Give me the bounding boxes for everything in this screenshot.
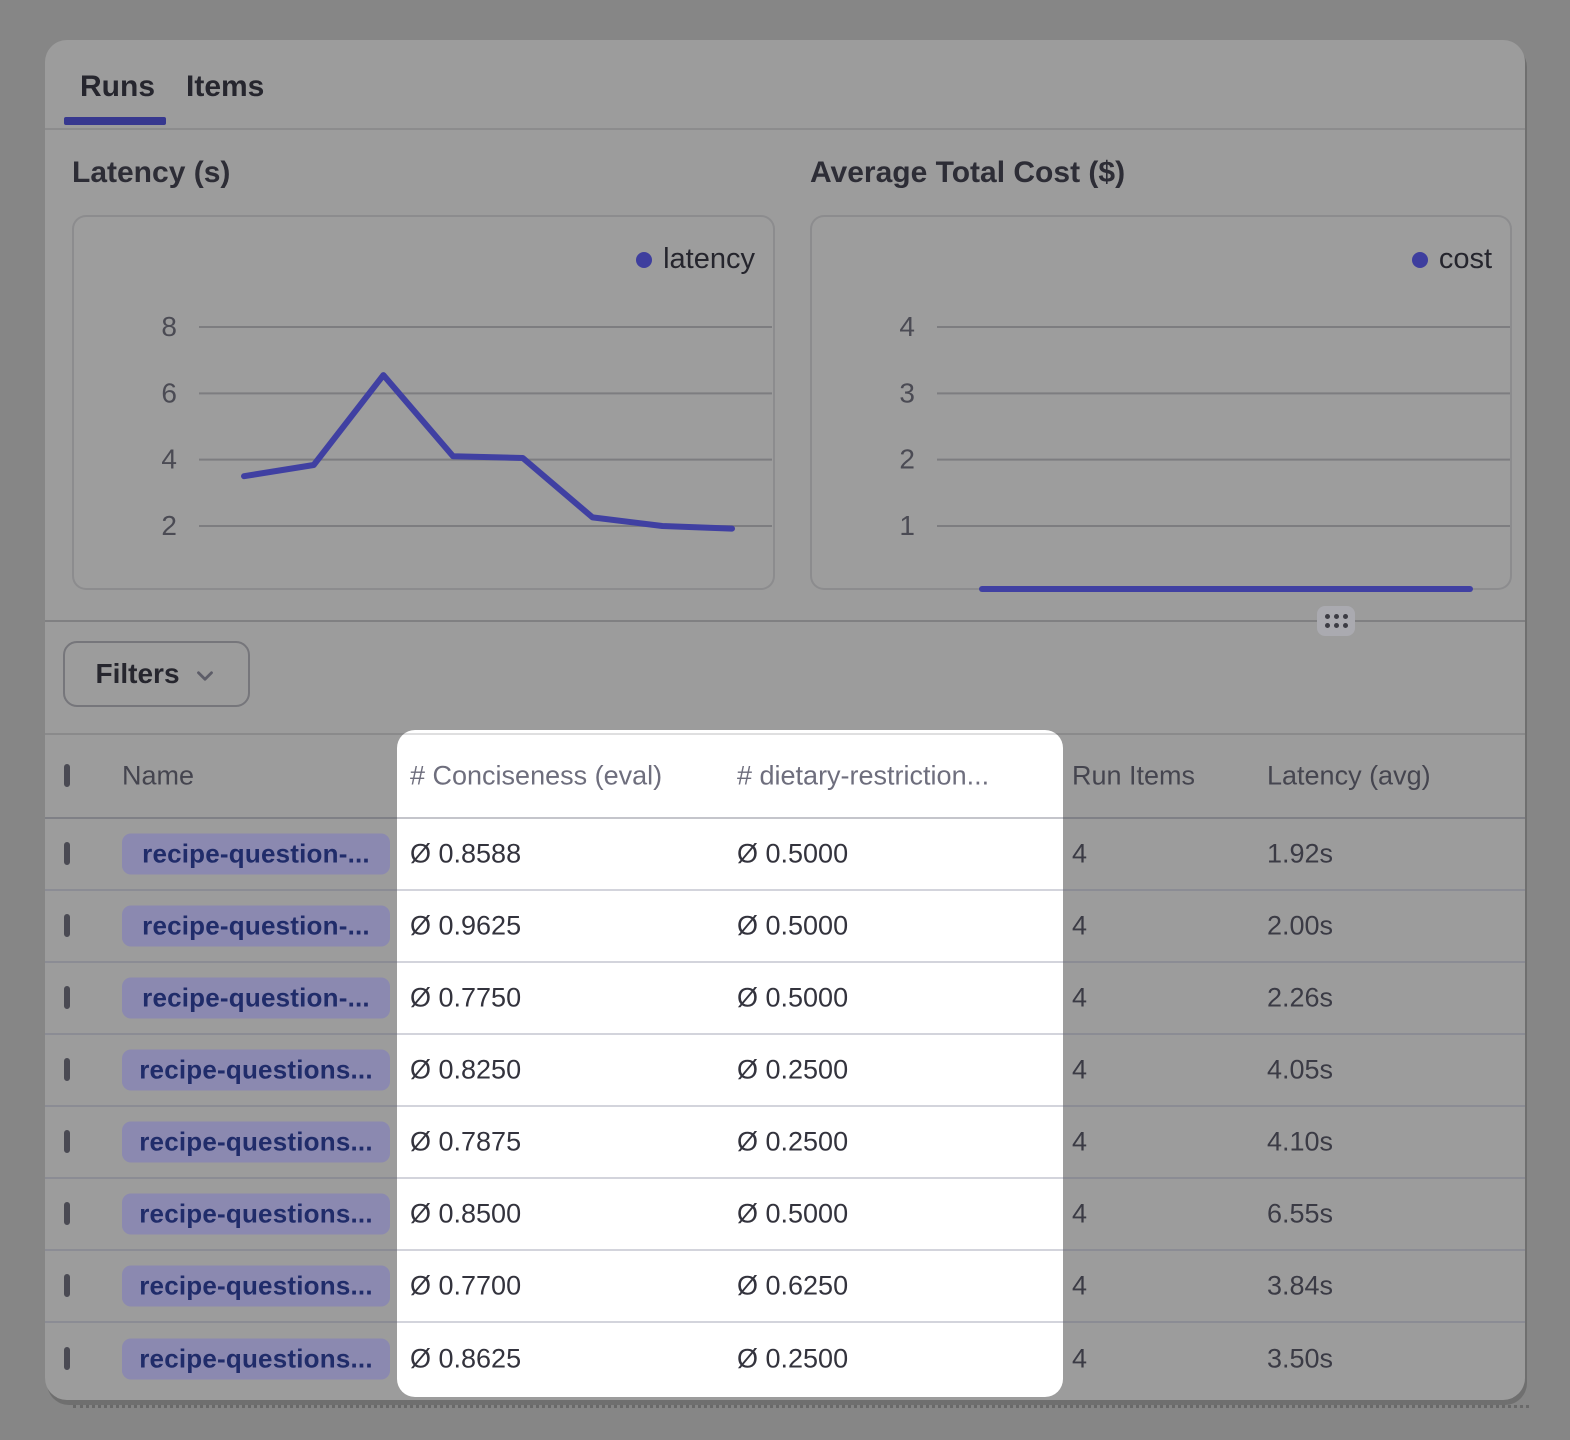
svg-text:4: 4 <box>161 444 177 475</box>
latency-chart: 8 6 4 2 latency <box>72 215 775 590</box>
dietary-restriction-value: Ø 0.5000 <box>737 1199 848 1230</box>
run-name-badge[interactable]: recipe-questions... <box>122 1194 390 1235</box>
table-row: recipe-questions... Ø 0.8625 Ø 0.2500 4 … <box>45 1323 1525 1395</box>
svg-text:1: 1 <box>899 510 915 541</box>
dietary-restriction-value: Ø 0.2500 <box>737 1344 848 1375</box>
run-name-badge[interactable]: recipe-questions... <box>122 1122 390 1163</box>
svg-text:8: 8 <box>161 311 177 342</box>
run-items-value: 4 <box>1072 1055 1087 1086</box>
table-row: recipe-question-... Ø 0.9625 Ø 0.5000 4 … <box>45 891 1525 963</box>
chevron-down-icon <box>192 663 218 689</box>
run-name-badge[interactable]: recipe-question-... <box>122 834 390 875</box>
conciseness-value: Ø 0.7750 <box>410 983 521 1014</box>
run-items-value: 4 <box>1072 1271 1087 1302</box>
screenshot-page: Runs Items Latency (s) Average Total Cos… <box>0 0 1570 1440</box>
table-body: recipe-question-... Ø 0.8588 Ø 0.5000 4 … <box>45 819 1525 1395</box>
run-items-value: 4 <box>1072 1344 1087 1375</box>
widgets-divider <box>45 620 1525 622</box>
latency-avg-value: 2.26s <box>1267 983 1333 1014</box>
svg-text:4: 4 <box>899 311 915 342</box>
row-checkbox[interactable] <box>64 1202 70 1225</box>
conciseness-value: Ø 0.9625 <box>410 911 521 942</box>
dietary-restriction-value: Ø 0.5000 <box>737 983 848 1014</box>
column-header-dietary-restriction[interactable]: # dietary-restriction... <box>737 761 989 792</box>
column-header-latency-avg[interactable]: Latency (avg) <box>1267 761 1431 792</box>
row-checkbox[interactable] <box>64 1058 70 1081</box>
svg-text:6: 6 <box>161 377 177 408</box>
latency-legend: latency <box>636 243 755 276</box>
widget-resize-handle[interactable] <box>1317 606 1355 636</box>
row-checkbox[interactable] <box>64 842 70 865</box>
latency-avg-value: 4.05s <box>1267 1055 1333 1086</box>
run-name-badge[interactable]: recipe-questions... <box>122 1050 390 1091</box>
row-checkbox[interactable] <box>64 914 70 937</box>
cost-legend-dot-icon <box>1412 252 1428 268</box>
column-header-conciseness[interactable]: # Conciseness (eval) <box>410 761 662 792</box>
dietary-restriction-value: Ø 0.6250 <box>737 1271 848 1302</box>
column-header-name[interactable]: Name <box>122 761 194 792</box>
latency-chart-title: Latency (s) <box>72 156 230 190</box>
conciseness-value: Ø 0.7875 <box>410 1127 521 1158</box>
run-name-badge[interactable]: recipe-question-... <box>122 906 390 947</box>
table-row: recipe-questions... Ø 0.8250 Ø 0.2500 4 … <box>45 1035 1525 1107</box>
run-items-value: 4 <box>1072 983 1087 1014</box>
table-row: recipe-questions... Ø 0.8500 Ø 0.5000 4 … <box>45 1179 1525 1251</box>
latency-avg-value: 4.10s <box>1267 1127 1333 1158</box>
tab-runs[interactable]: Runs <box>80 70 155 104</box>
latency-avg-value: 3.50s <box>1267 1344 1333 1375</box>
run-name-badge[interactable]: recipe-questions... <box>122 1339 390 1380</box>
dietary-restriction-value: Ø 0.2500 <box>737 1127 848 1158</box>
grip-dots-icon <box>1325 614 1348 628</box>
row-checkbox[interactable] <box>64 986 70 1009</box>
svg-text:2: 2 <box>161 510 177 541</box>
filters-button[interactable]: Filters <box>63 641 250 707</box>
cost-chart-svg: 4 3 2 1 <box>812 217 1514 592</box>
latency-avg-value: 3.84s <box>1267 1271 1333 1302</box>
latency-avg-value: 1.92s <box>1267 839 1333 870</box>
column-header-run-items[interactable]: Run Items <box>1072 761 1195 792</box>
latency-avg-value: 6.55s <box>1267 1199 1333 1230</box>
svg-text:2: 2 <box>899 444 915 475</box>
tab-items[interactable]: Items <box>186 70 264 104</box>
active-tab-indicator <box>64 117 166 125</box>
table-row: recipe-question-... Ø 0.8588 Ø 0.5000 4 … <box>45 819 1525 891</box>
cost-chart: 4 3 2 1 cost <box>810 215 1512 590</box>
latency-avg-value: 2.00s <box>1267 911 1333 942</box>
conciseness-value: Ø 0.8250 <box>410 1055 521 1086</box>
latency-legend-dot-icon <box>636 252 652 268</box>
runs-panel: Runs Items Latency (s) Average Total Cos… <box>45 40 1525 1400</box>
conciseness-value: Ø 0.7700 <box>410 1271 521 1302</box>
table-header-row: Name # Conciseness (eval) # dietary-rest… <box>45 735 1525 819</box>
row-checkbox[interactable] <box>64 1130 70 1153</box>
tabs-divider <box>45 128 1525 130</box>
run-items-value: 4 <box>1072 911 1087 942</box>
conciseness-value: Ø 0.8500 <box>410 1199 521 1230</box>
svg-text:3: 3 <box>899 377 915 408</box>
table-row: recipe-question-... Ø 0.7750 Ø 0.5000 4 … <box>45 963 1525 1035</box>
cost-legend-label: cost <box>1439 243 1492 276</box>
conciseness-value: Ø 0.8588 <box>410 839 521 870</box>
dietary-restriction-value: Ø 0.2500 <box>737 1055 848 1086</box>
run-items-value: 4 <box>1072 1127 1087 1158</box>
run-name-badge[interactable]: recipe-question-... <box>122 978 390 1019</box>
run-items-value: 4 <box>1072 1199 1087 1230</box>
table-row: recipe-questions... Ø 0.7875 Ø 0.2500 4 … <box>45 1107 1525 1179</box>
run-items-value: 4 <box>1072 839 1087 870</box>
select-all-checkbox[interactable] <box>64 764 70 787</box>
runs-table: Name # Conciseness (eval) # dietary-rest… <box>45 733 1525 1395</box>
row-checkbox[interactable] <box>64 1274 70 1297</box>
row-checkbox[interactable] <box>64 1347 70 1370</box>
run-name-badge[interactable]: recipe-questions... <box>122 1266 390 1307</box>
dietary-restriction-value: Ø 0.5000 <box>737 911 848 942</box>
filters-button-label: Filters <box>95 658 179 690</box>
cost-chart-title: Average Total Cost ($) <box>810 156 1125 190</box>
table-row: recipe-questions... Ø 0.7700 Ø 0.6250 4 … <box>45 1251 1525 1323</box>
cost-legend: cost <box>1412 243 1492 276</box>
latency-legend-label: latency <box>663 243 755 276</box>
conciseness-value: Ø 0.8625 <box>410 1344 521 1375</box>
dietary-restriction-value: Ø 0.5000 <box>737 839 848 870</box>
